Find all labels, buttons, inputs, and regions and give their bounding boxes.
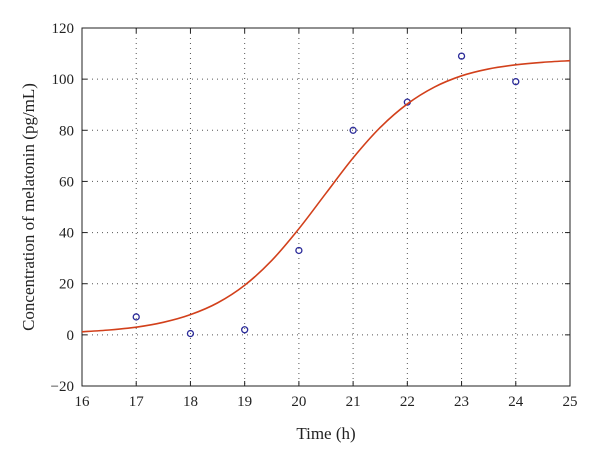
- axis-ticks: [81, 27, 571, 387]
- series: [81, 52, 571, 338]
- data-point: [349, 126, 357, 134]
- x-tick-label: 25: [563, 394, 578, 410]
- data-point: [186, 329, 195, 338]
- plot-frame: [81, 27, 571, 387]
- fitted-curve: [81, 59, 571, 333]
- data-point: [132, 313, 140, 321]
- data-point: [241, 326, 249, 334]
- x-tick-label: 16: [75, 394, 91, 410]
- x-tick-label: 17: [129, 394, 145, 410]
- x-tick-label: 18: [183, 394, 198, 410]
- x-tick-label: 24: [508, 394, 524, 410]
- y-axis-label: Concentration of melatonin (pg/mL): [19, 83, 38, 331]
- y-tick-label: 60: [59, 174, 74, 190]
- x-tick-label: 20: [291, 394, 306, 410]
- x-axis-label: Time (h): [296, 424, 355, 443]
- x-tick-label: 22: [400, 394, 415, 410]
- x-tick-label: 19: [237, 394, 252, 410]
- data-point: [512, 78, 520, 86]
- y-tick-label: 0: [67, 328, 75, 344]
- y-tick-label: 100: [52, 72, 75, 88]
- y-tick-label: 40: [59, 226, 74, 242]
- data-point: [457, 52, 466, 60]
- y-tick-label: 20: [59, 277, 74, 293]
- grid: [82, 28, 570, 386]
- y-tick-label: −20: [51, 379, 74, 395]
- x-tick-label: 23: [454, 394, 469, 410]
- x-tick-label: 21: [346, 394, 361, 410]
- y-tick-label: 80: [59, 123, 74, 139]
- data-point: [295, 246, 303, 255]
- tick-labels: 16 17 18 19 20 21 22 23 24 25 −20 0 20 40 60 80 100 120: [51, 21, 578, 410]
- y-tick-label: 120: [52, 21, 75, 37]
